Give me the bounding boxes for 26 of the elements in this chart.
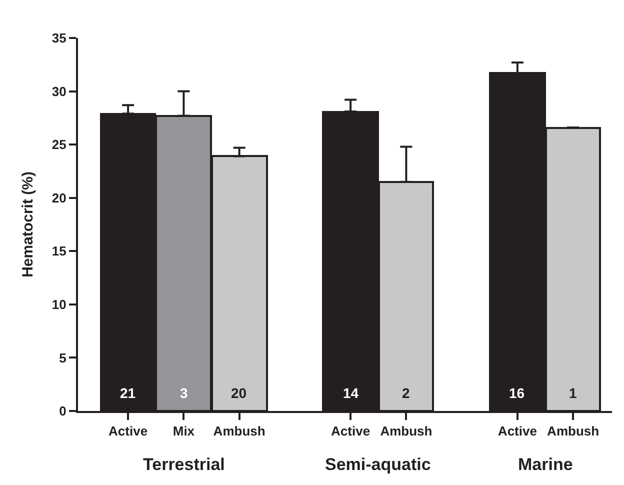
x-tick-label: Active (331, 424, 370, 439)
y-tick-label: 5 (59, 350, 66, 366)
x-tick-label: Ambush (380, 424, 432, 439)
y-tick-label: 25 (52, 137, 66, 152)
annotation: 3 (180, 385, 188, 401)
x-tick-label: Mix (172, 424, 196, 439)
annotation: 20 (231, 385, 247, 401)
annotation: 2 (402, 385, 410, 401)
y-tick-label: 20 (52, 190, 66, 206)
x-tick-label: Active (498, 424, 537, 439)
y-tick-label: 15 (52, 244, 66, 259)
text: Marine (518, 455, 573, 474)
y-tick-label: 10 (52, 296, 66, 312)
text: Terrestrial (143, 455, 225, 474)
y-axis-title: Hematocrit (%) (20, 172, 37, 278)
annotation: 21 (120, 385, 136, 401)
x-tick-label: Active (108, 424, 148, 439)
annotation: 16 (509, 385, 525, 401)
y-tick-label: 0 (59, 404, 66, 419)
x-tick-label: Ambush (547, 424, 600, 439)
annotation: 14 (343, 385, 359, 401)
annotation: 1 (569, 385, 577, 401)
y-tick-label: 30 (52, 84, 66, 99)
y-tick-label: 35 (52, 30, 66, 46)
text: Semi-aquatic (325, 455, 431, 474)
x-tick-label: Ambush (213, 424, 266, 439)
